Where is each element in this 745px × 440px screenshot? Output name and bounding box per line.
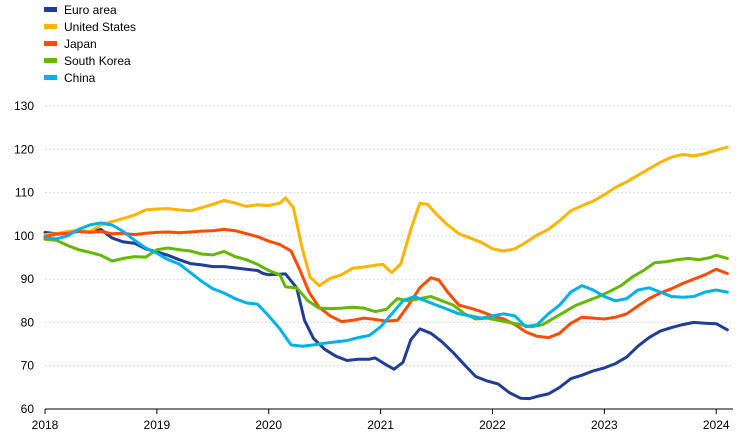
legend-swatch	[44, 41, 57, 46]
chart-legend: Euro area United States Japan South Korea Ch…	[44, 3, 136, 85]
x-axis: 2018 2019 2020 2021 2022 2023 2024	[32, 408, 733, 432]
legend-label: Japan	[64, 37, 97, 51]
series-line-china	[43, 221, 729, 348]
y-tick-label: 60	[21, 402, 35, 416]
legend-swatch	[44, 7, 57, 12]
y-axis: 60 70 80 90 100 110 120 130	[14, 99, 34, 416]
legend-label: South Korea	[64, 54, 131, 68]
y-gridlines	[45, 105, 733, 367]
legend-item: South Korea	[44, 54, 131, 68]
legend-item: Euro area	[44, 3, 117, 17]
legend-label: China	[64, 71, 96, 85]
legend-swatch	[44, 24, 57, 29]
x-tick-label: 2023	[591, 418, 618, 432]
y-tick-label: 120	[14, 142, 34, 156]
x-tick-label: 2018	[32, 418, 59, 432]
series-line-united-states	[43, 145, 729, 288]
y-tick-label: 130	[14, 99, 34, 113]
y-tick-label: 80	[21, 315, 35, 329]
series-line-euro-area	[43, 227, 729, 401]
y-tick-label: 90	[21, 272, 35, 286]
legend-swatch	[44, 58, 57, 63]
x-tick-label: 2022	[479, 418, 506, 432]
legend-item: United States	[44, 20, 136, 34]
x-tick-label: 2019	[144, 418, 171, 432]
legend-label: United States	[64, 20, 136, 34]
y-tick-label: 70	[21, 359, 35, 373]
y-tick-label: 110	[15, 186, 34, 200]
x-tick-label: 2021	[367, 418, 394, 432]
legend-swatch	[44, 75, 57, 80]
x-tick-label: 2020	[255, 418, 282, 432]
series-line-south-korea	[43, 237, 729, 329]
x-tick-label: 2024	[703, 418, 730, 432]
legend-item: Japan	[44, 37, 97, 51]
legend-item: China	[44, 71, 96, 85]
y-tick-label: 100	[14, 229, 34, 243]
legend-label: Euro area	[64, 3, 117, 17]
chart-series	[43, 145, 729, 401]
